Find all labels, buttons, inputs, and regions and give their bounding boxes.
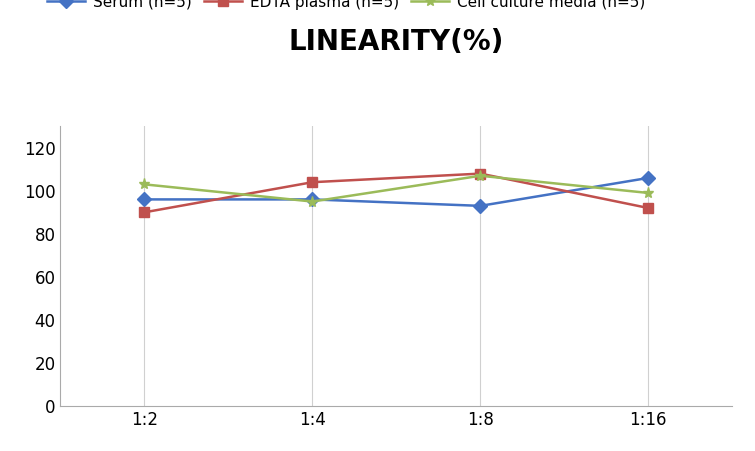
Title: LINEARITY(%): LINEARITY(%) — [288, 28, 504, 56]
Cell culture media (n=5) — [308, 199, 317, 204]
EDTA plasma (n=5) — [308, 179, 317, 185]
Cell culture media (n=5) — [140, 182, 149, 187]
Line: EDTA plasma (n=5): EDTA plasma (n=5) — [140, 169, 653, 217]
Serum (n=5) — [140, 197, 149, 202]
EDTA plasma (n=5) — [476, 171, 485, 176]
Cell culture media (n=5) — [644, 190, 653, 196]
Serum (n=5) — [644, 175, 653, 180]
Line: Cell culture media (n=5): Cell culture media (n=5) — [139, 170, 654, 207]
Cell culture media (n=5) — [476, 173, 485, 179]
EDTA plasma (n=5) — [140, 210, 149, 215]
Legend: Serum (n=5), EDTA plasma (n=5), Cell culture media (n=5): Serum (n=5), EDTA plasma (n=5), Cell cul… — [42, 0, 652, 16]
Line: Serum (n=5): Serum (n=5) — [140, 173, 653, 211]
Serum (n=5) — [476, 203, 485, 208]
EDTA plasma (n=5) — [644, 205, 653, 211]
Serum (n=5) — [308, 197, 317, 202]
